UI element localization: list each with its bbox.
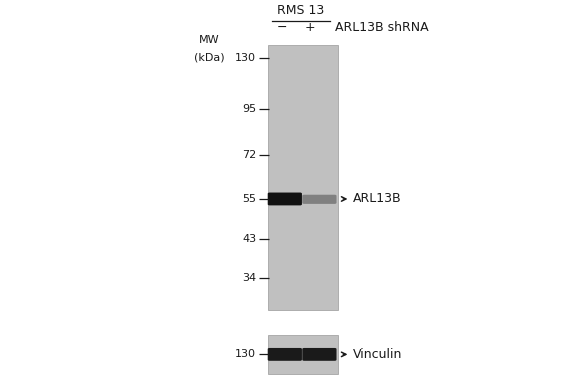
Text: ARL13B shRNA: ARL13B shRNA — [335, 21, 428, 34]
Text: ARL13B: ARL13B — [353, 192, 402, 206]
Bar — [268, 335, 338, 374]
FancyBboxPatch shape — [302, 195, 336, 204]
Text: −: − — [276, 21, 287, 34]
Text: (kDa): (kDa) — [194, 53, 225, 62]
FancyBboxPatch shape — [268, 348, 302, 361]
Text: 72: 72 — [242, 150, 256, 160]
Text: 130: 130 — [235, 349, 256, 359]
FancyBboxPatch shape — [268, 192, 302, 205]
Text: 34: 34 — [242, 273, 256, 283]
Text: 43: 43 — [242, 234, 256, 245]
FancyBboxPatch shape — [302, 348, 336, 361]
Text: MW: MW — [199, 36, 220, 45]
Bar — [268, 45, 338, 310]
Text: Vinculin: Vinculin — [353, 348, 403, 361]
Text: 130: 130 — [235, 53, 256, 62]
Text: 95: 95 — [242, 104, 256, 114]
Text: +: + — [304, 21, 315, 34]
Text: 55: 55 — [242, 194, 256, 204]
Text: RMS 13: RMS 13 — [277, 4, 325, 17]
